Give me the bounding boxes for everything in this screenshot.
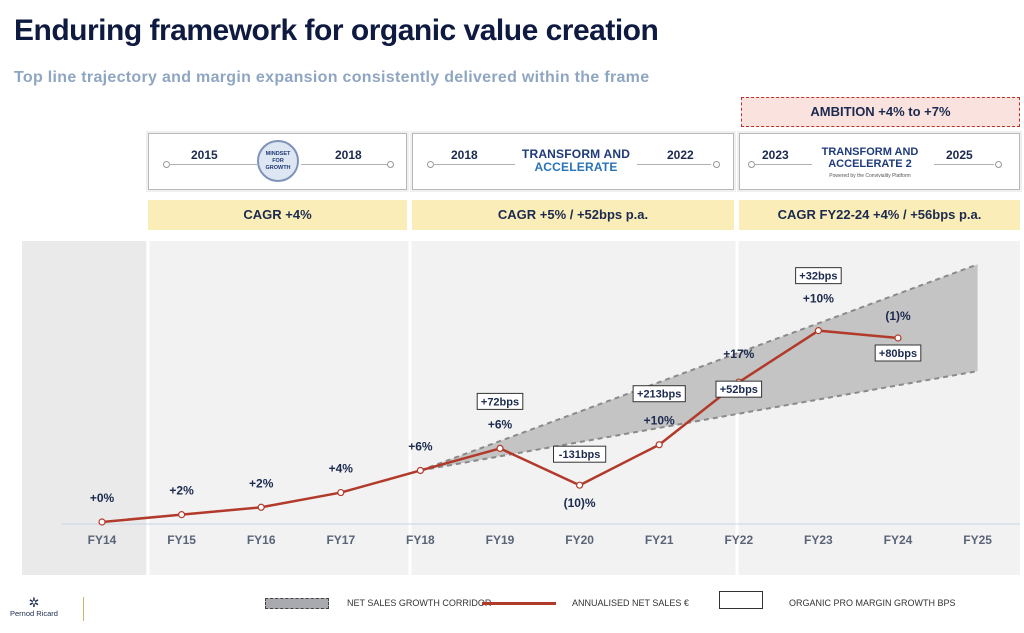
growth-label: +2% (249, 476, 274, 490)
x-tick-label: FY16 (247, 533, 276, 547)
margin-label: +32bps (799, 271, 837, 283)
x-tick-label: FY21 (645, 533, 674, 547)
legend-margin-label: ORGANIC PRO MARGIN GROWTH BPS (789, 598, 956, 608)
legend-sales-label: ANNUALISED NET SALES € (572, 598, 689, 608)
phase-end-year: 2022 (667, 148, 694, 162)
legend-corridor-label: NET SALES GROWTH CORRIDOR (347, 598, 492, 608)
margin-label: +72bps (481, 396, 519, 408)
phase-start-year: 2018 (451, 148, 478, 162)
growth-label: +0% (90, 491, 115, 505)
growth-label: +17% (723, 347, 754, 361)
timeline-line (754, 164, 812, 165)
phase-column-left (22, 241, 146, 575)
data-point (655, 441, 663, 449)
x-tick-label: FY14 (88, 533, 117, 547)
logo-subtext: Powered by the Conviviality Platform (829, 173, 911, 179)
ambition-banner: AMBITION +4% to +7% (741, 97, 1020, 127)
timeline-dot (995, 161, 1002, 168)
data-point (894, 334, 902, 342)
x-tick-label: FY15 (167, 533, 196, 547)
logo-text: FOR GROWTH (265, 157, 291, 171)
brand-logo: ✲ Pernod Ricard (10, 595, 58, 618)
data-point (337, 488, 345, 497)
logo-text: MINDSET (265, 150, 291, 157)
margin-label: +80bps (879, 348, 917, 360)
cagr-band-phase3: CAGR FY22-24 +4% / +56bps p.a. (739, 200, 1020, 230)
timeline-dot (713, 161, 720, 168)
margin-label: -131bps (559, 449, 601, 461)
growth-label: +10% (644, 414, 675, 428)
phase-transform-accelerate-2: 2023 2025 TRANSFORM AND ACCELERATE 2 Pow… (739, 133, 1020, 190)
x-tick-label: FY23 (804, 533, 833, 547)
brand-divider (83, 597, 84, 621)
data-point (575, 481, 584, 489)
legend-sales-swatch (482, 602, 556, 605)
data-point (814, 327, 823, 335)
brand-name: Pernod Ricard (10, 609, 58, 618)
page-title: Enduring framework for organic value cre… (14, 14, 659, 47)
growth-label: +10% (803, 292, 834, 306)
x-tick-label: FY22 (724, 533, 753, 547)
margin-box (476, 392, 524, 410)
logo-text: ACCELERATE (534, 160, 618, 174)
phase-transform-accelerate: 2018 2022 TRANSFORM AND ACCELERATE (412, 133, 734, 190)
page-subtitle: Top line trajectory and margin expansion… (14, 69, 650, 86)
margin-box (715, 380, 763, 398)
data-point (416, 466, 424, 475)
x-tick-label: FY20 (565, 533, 594, 547)
star-icon: ✲ (28, 595, 40, 610)
cagr-band-phase2: CAGR +5% / +52bps p.a. (412, 200, 734, 230)
x-tick-label: FY18 (406, 533, 435, 547)
data-point (98, 518, 106, 526)
logo-text: TRANSFORM AND (821, 146, 919, 158)
timeline-line (169, 164, 257, 165)
margin-box (632, 385, 686, 403)
timeline-line (637, 164, 711, 165)
cagr-band-phase1: CAGR +4% (148, 200, 407, 230)
x-tick-label: FY25 (963, 533, 992, 547)
phase-start-year: 2015 (191, 148, 218, 162)
x-tick-label: FY24 (884, 533, 913, 547)
phase-start-year: 2023 (762, 148, 789, 162)
phase-mindset-for-growth: 2015 2018 MINDSET FOR GROWTH (148, 133, 407, 190)
data-point (178, 511, 186, 519)
growth-label: +6% (488, 417, 513, 431)
phase-end-year: 2025 (946, 148, 973, 162)
sales-chart: +0% +2% +2% +4% +6% +6% +72bps (10)% -131bps +10%… (22, 241, 1020, 575)
data-point (496, 444, 504, 452)
legend-corridor-swatch (265, 598, 329, 609)
growth-label: (10)% (564, 496, 596, 510)
timeline-line (934, 164, 994, 165)
mindset-logo: MINDSET FOR GROWTH (257, 140, 301, 182)
margin-label: +52bps (720, 384, 758, 396)
timeline-dot (387, 161, 394, 168)
growth-label: (1)% (885, 309, 911, 323)
data-point (257, 503, 265, 511)
growth-label: +6% (408, 439, 433, 453)
logo-text: TRANSFORM AND (521, 147, 631, 161)
margin-label: +213bps (637, 389, 681, 401)
transform-accelerate-2-logo: TRANSFORM AND ACCELERATE 2 Powered by th… (812, 146, 928, 182)
growth-label: +4% (329, 462, 354, 476)
timeline-line (433, 164, 515, 165)
x-tick-label: FY19 (486, 533, 515, 547)
phase-end-year: 2018 (335, 148, 362, 162)
timeline-line (301, 164, 389, 165)
growth-label: +2% (169, 484, 194, 498)
corridor-upper-edge (420, 263, 978, 472)
margin-box (553, 445, 607, 463)
margin-box (795, 267, 842, 285)
margin-box (874, 344, 922, 362)
logo-text: ACCELERATE 2 (828, 158, 912, 170)
x-tick-label: FY17 (326, 533, 355, 547)
transform-accelerate-logo: TRANSFORM AND ACCELERATE (515, 148, 637, 174)
legend-margin-swatch (719, 591, 763, 609)
